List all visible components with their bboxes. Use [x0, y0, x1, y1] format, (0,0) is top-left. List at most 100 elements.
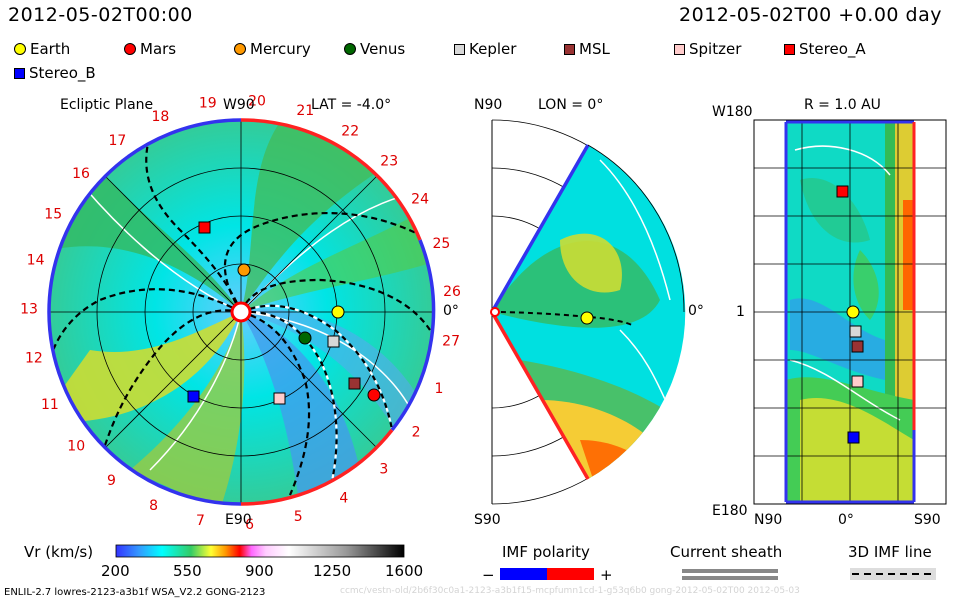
map-stereo-b-marker — [847, 431, 860, 444]
legend-label: Spitzer — [689, 40, 742, 58]
watermark: ccmc/vestn-old/2b6f30c0a1-2123-a3b1f15-m… — [340, 586, 800, 596]
current-sheath-legend — [682, 569, 778, 580]
mercury-marker — [237, 263, 251, 277]
legend-label: Mars — [140, 40, 177, 58]
kepler-marker — [327, 335, 340, 348]
colorbar — [115, 544, 405, 558]
colorbar-tick-1250: 1250 — [313, 562, 352, 580]
current-sheath-label: Current sheath — [670, 543, 783, 561]
map-x-label-n90: N90 — [754, 512, 783, 528]
imf-polarity-legend — [500, 568, 594, 580]
legend-item-msl: MSL — [564, 40, 610, 58]
earth-marker — [331, 305, 345, 319]
legend-swatch — [14, 43, 26, 55]
legend-label: MSL — [579, 40, 610, 58]
carrington-tick-label: 23 — [380, 153, 398, 169]
stereo-b-marker — [187, 390, 200, 403]
legend-swatch — [454, 43, 465, 55]
meridional-right-label: 0° — [688, 303, 704, 319]
ecliptic-top-label: W90 — [223, 97, 255, 113]
ecliptic-title: Ecliptic Plane — [60, 97, 154, 113]
mars-marker — [367, 388, 381, 402]
datetime-right: 2012-05-02T00 +0.00 day — [679, 4, 942, 26]
map-mid-left-label: 1 — [736, 304, 745, 320]
legend-label: Earth — [30, 40, 71, 58]
meridional-lon-label: LON = 0° — [538, 97, 604, 113]
colorbar-tick-550: 550 — [173, 562, 202, 580]
legend-item-venus: Venus — [344, 40, 405, 58]
carrington-tick-label: 6 — [245, 517, 254, 533]
stereo-a-marker — [198, 221, 211, 234]
map-r-label: R = 1.0 AU — [804, 97, 881, 113]
carrington-tick-label: 25 — [432, 236, 450, 252]
carrington-tick-label: 24 — [411, 192, 429, 208]
legend-label: Mercury — [250, 40, 311, 58]
map-x-label-s90: S90 — [914, 512, 941, 528]
carrington-tick-label: 17 — [108, 133, 126, 149]
legend-swatch — [124, 43, 136, 55]
spitzer-marker — [273, 392, 286, 405]
legend-swatch — [564, 43, 575, 55]
carrington-tick-label: 12 — [25, 350, 43, 366]
legend-swatch — [344, 43, 356, 55]
carrington-tick-label: 21 — [296, 103, 314, 119]
ecliptic-right-label: 0° — [443, 303, 459, 319]
legend-swatch — [674, 43, 685, 55]
legend-item-mars: Mars — [124, 40, 176, 58]
carrington-tick-label: 1 — [434, 381, 443, 397]
carrington-tick-label: 9 — [107, 473, 116, 489]
meridional-panel — [490, 119, 686, 505]
ecliptic-bottom-label: E90 — [225, 512, 252, 528]
map-bottom-left-label: E180 — [712, 503, 748, 519]
legend-item-spitzer: Spitzer — [674, 40, 741, 58]
colorbar-tick-1600: 1600 — [385, 562, 424, 580]
carrington-tick-label: 15 — [44, 207, 62, 223]
legend-label: Stereo_B — [29, 64, 96, 82]
carrington-tick-label: 8 — [149, 498, 158, 514]
carrington-tick-label: 16 — [72, 166, 90, 182]
meridional-earth-marker — [580, 311, 594, 325]
map-earth-marker — [846, 305, 860, 319]
map-top-left-label: W180 — [712, 104, 753, 120]
carrington-tick-label: 18 — [151, 109, 169, 125]
carrington-tick-label: 3 — [379, 462, 388, 478]
legend-item-mercury: Mercury — [234, 40, 311, 58]
map-spitzer-marker — [851, 375, 864, 388]
sun-marker — [230, 301, 252, 323]
carrington-tick-label: 14 — [27, 253, 45, 269]
carrington-tick-label: 11 — [41, 397, 59, 413]
legend-item-stereo-a: Stereo_A — [784, 40, 866, 58]
model-info: ENLIL-2.7 lowres-2123-a3b1f WSA_V2.2 GON… — [4, 587, 266, 598]
map-x-label-0: 0° — [838, 512, 854, 528]
carrington-ticks: 19 20212223242526271234567891011121314151… — [20, 94, 461, 533]
carrington-tick-label: 7 — [196, 513, 205, 529]
colorbar-tick-900: 900 — [245, 562, 274, 580]
carrington-tick-label: 5 — [294, 509, 303, 525]
imf-line-label: 3D IMF line — [848, 543, 932, 561]
datetime-left: 2012-05-02T00:00 — [8, 4, 193, 26]
legend-swatch — [14, 67, 25, 79]
carrington-tick-label: 26 — [443, 284, 461, 300]
legend-swatch — [234, 43, 246, 55]
imf-plus-label: + — [600, 566, 613, 584]
carrington-tick-label: 10 — [67, 438, 85, 454]
carrington-tick-label: 19 — [199, 96, 217, 112]
legend-label: Stereo_A — [799, 40, 866, 58]
venus-marker — [298, 331, 312, 345]
ecliptic-lat-label: LAT = -4.0° — [311, 97, 392, 113]
legend-swatch — [784, 43, 795, 55]
carrington-tick-label: 2 — [412, 425, 421, 441]
colorbar-label: Vr (km/s) — [24, 543, 94, 561]
carrington-tick-label: 4 — [339, 490, 348, 506]
carrington-tick-label: 27 — [442, 333, 460, 349]
imf-line-legend — [850, 568, 936, 580]
map-msl-marker — [851, 340, 864, 353]
carrington-tick-label: 22 — [341, 123, 359, 139]
legend-label: Kepler — [469, 40, 517, 58]
legend-item-earth: Earth — [14, 40, 70, 58]
meridional-top-label: N90 — [474, 97, 503, 113]
legend-item-stereo-b: Stereo_B — [14, 64, 96, 82]
map-stereo-a-marker — [836, 185, 849, 198]
colorbar-tick-200: 200 — [101, 562, 130, 580]
